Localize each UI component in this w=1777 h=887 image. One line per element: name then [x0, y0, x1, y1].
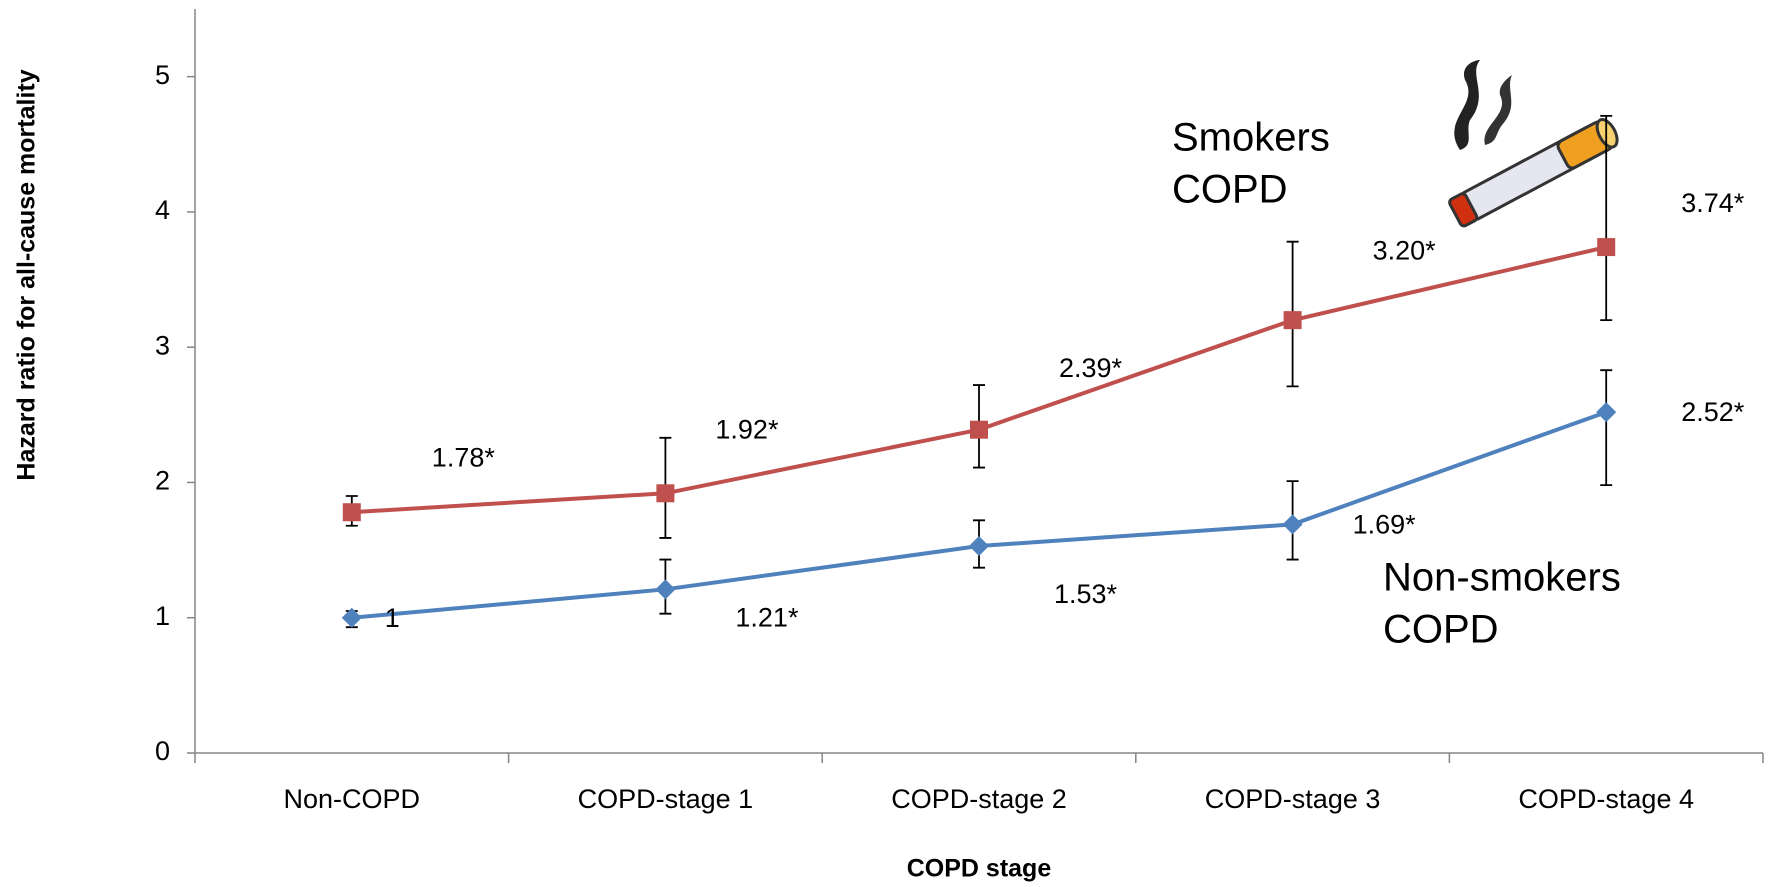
y-tick-label: 4: [155, 195, 170, 225]
x-tick-label: Non-COPD: [284, 784, 421, 814]
marker: [1283, 514, 1303, 534]
data-label: 1.53*: [1054, 579, 1118, 609]
y-tick-label: 3: [155, 330, 170, 360]
x-tick-label: COPD-stage 3: [1205, 784, 1381, 814]
x-tick-label: COPD-stage 2: [891, 784, 1067, 814]
data-label: 1.69*: [1353, 510, 1417, 540]
x-tick-label: COPD-stage 1: [578, 784, 754, 814]
series-annotation: Smokers: [1172, 116, 1330, 160]
y-tick-label: 5: [155, 60, 170, 90]
data-label: 1: [385, 603, 400, 633]
x-axis-title: COPD stage: [907, 855, 1052, 883]
series-annotation: COPD: [1383, 608, 1499, 652]
chart: COPD stage Hazard ratio for all-cause mo…: [0, 0, 1777, 887]
series-line: [352, 247, 1606, 512]
marker: [655, 579, 675, 599]
series-annotation: COPD: [1172, 168, 1288, 212]
data-label: 3.74*: [1681, 188, 1745, 218]
x-tick-label: COPD-stage 4: [1518, 784, 1694, 814]
marker: [1284, 311, 1302, 329]
marker: [343, 503, 361, 521]
y-tick-label: 0: [155, 736, 170, 766]
y-axis-title: Hazard ratio for all-cause mortality: [13, 69, 41, 480]
y-tick-label: 2: [155, 466, 170, 496]
data-label: 3.20*: [1373, 235, 1437, 265]
data-label: 1.21*: [735, 602, 799, 632]
marker: [1596, 402, 1616, 422]
y-tick-label: 1: [155, 601, 170, 631]
marker: [969, 536, 989, 556]
marker: [1597, 238, 1615, 256]
data-label: 2.39*: [1059, 353, 1123, 383]
data-label: 1.92*: [715, 414, 779, 444]
data-label: 1.78*: [432, 442, 496, 472]
cigarette-icon: [1448, 60, 1621, 227]
series-annotation: Non-smokers: [1383, 556, 1621, 600]
data-label: 2.52*: [1681, 397, 1745, 427]
marker: [970, 421, 988, 439]
marker: [656, 484, 674, 502]
marker: [342, 608, 362, 628]
error-bar: [1600, 370, 1612, 485]
